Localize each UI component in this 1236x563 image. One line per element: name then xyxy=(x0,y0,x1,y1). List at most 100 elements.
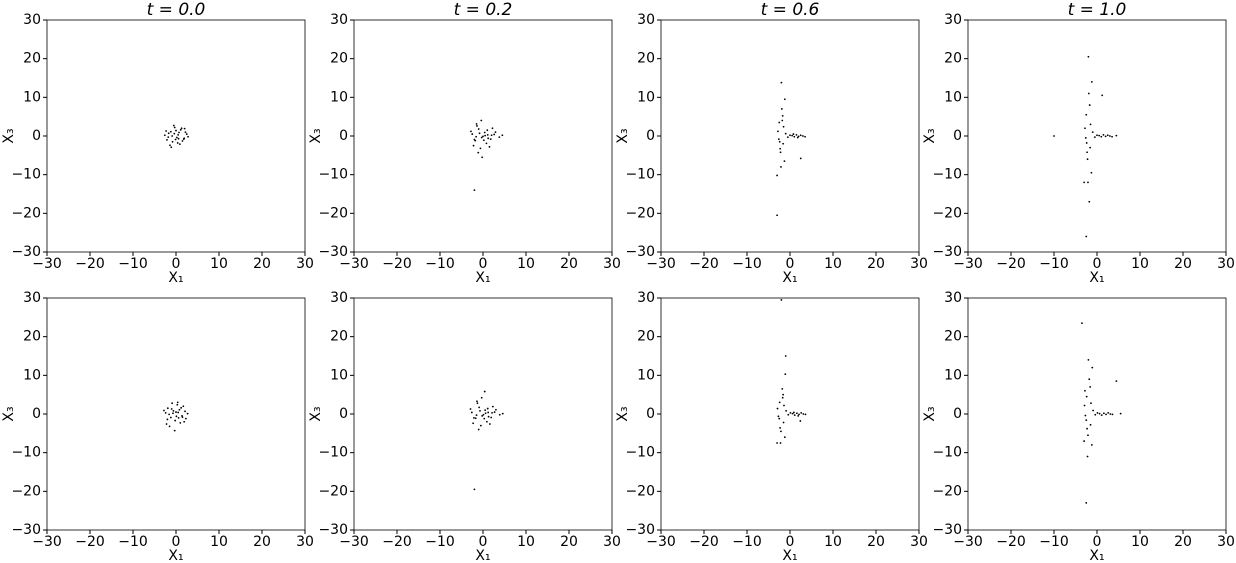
y-tick-label: −30 xyxy=(11,244,41,260)
x-tick-label: −20 xyxy=(75,256,105,272)
point xyxy=(481,415,484,417)
y-tick-label: −20 xyxy=(625,205,655,221)
point xyxy=(784,132,787,135)
point xyxy=(799,134,802,137)
point xyxy=(470,130,472,133)
point xyxy=(1115,134,1118,137)
point xyxy=(493,133,496,136)
point xyxy=(184,131,187,134)
point xyxy=(489,138,492,140)
point xyxy=(1088,378,1091,381)
point xyxy=(180,406,183,409)
y-tick-label: 10 xyxy=(637,367,655,383)
point xyxy=(789,134,791,137)
x-tick-label: −20 xyxy=(689,256,719,272)
point xyxy=(177,133,180,136)
y-tick-label: −30 xyxy=(932,244,962,260)
point xyxy=(1083,440,1085,442)
point xyxy=(475,123,478,125)
point xyxy=(1104,135,1107,138)
y-tick-label: 30 xyxy=(637,290,655,306)
point xyxy=(778,140,781,143)
x-tick-label: −10 xyxy=(732,256,762,272)
point xyxy=(491,411,493,414)
point xyxy=(480,396,483,399)
point xyxy=(177,416,180,419)
point xyxy=(1087,181,1089,184)
point xyxy=(493,411,496,413)
point xyxy=(1100,135,1103,138)
point xyxy=(494,131,497,134)
point xyxy=(472,144,475,147)
x-axis-label: X₁ xyxy=(1089,548,1104,563)
x-tick-label: 30 xyxy=(1217,534,1235,550)
point xyxy=(474,417,477,420)
point xyxy=(799,157,802,160)
point xyxy=(1083,404,1086,407)
point xyxy=(168,425,171,428)
point xyxy=(787,413,790,416)
point xyxy=(176,401,179,404)
y-tick-label: −10 xyxy=(932,445,962,461)
y-axis-label: X₃ xyxy=(615,128,631,143)
point xyxy=(475,135,478,138)
point xyxy=(163,409,165,412)
point xyxy=(184,417,187,420)
point xyxy=(173,126,176,129)
point xyxy=(1085,419,1088,422)
point xyxy=(495,408,497,411)
x-axis-label: X₁ xyxy=(475,270,490,286)
point xyxy=(484,412,487,415)
x-tick-label: −30 xyxy=(953,256,983,272)
point xyxy=(175,136,178,139)
x-tick-label: 10 xyxy=(824,534,842,550)
point xyxy=(473,416,475,419)
point xyxy=(776,442,778,444)
x-tick-label: −10 xyxy=(1039,534,1069,550)
point xyxy=(1093,136,1096,139)
point xyxy=(781,114,784,117)
point xyxy=(475,414,478,417)
point xyxy=(1085,113,1088,116)
point xyxy=(782,125,785,128)
point xyxy=(477,151,480,154)
point xyxy=(179,128,182,131)
point xyxy=(796,136,799,139)
y-tick-label: 20 xyxy=(944,329,962,345)
point xyxy=(785,410,788,412)
point xyxy=(166,138,168,141)
point xyxy=(488,423,491,425)
point xyxy=(166,407,169,410)
point xyxy=(800,411,803,414)
point xyxy=(1096,134,1098,137)
x-tick-label: 20 xyxy=(560,256,578,272)
x-tick-label: −30 xyxy=(32,534,62,550)
point xyxy=(783,436,786,439)
x-tick-label: 20 xyxy=(1174,256,1192,272)
point xyxy=(176,403,179,406)
point xyxy=(780,299,783,301)
point xyxy=(477,428,480,431)
point xyxy=(1085,395,1088,398)
x-tick-label: −30 xyxy=(646,534,676,550)
point xyxy=(1098,412,1101,415)
point xyxy=(480,119,483,122)
y-tick-label: −20 xyxy=(932,205,962,221)
point xyxy=(1115,380,1118,383)
x-tick-label: −30 xyxy=(646,256,676,272)
point xyxy=(797,415,800,417)
y-tick-label: 20 xyxy=(944,51,962,67)
y-tick-label: 20 xyxy=(330,51,348,67)
point xyxy=(167,132,170,135)
point xyxy=(472,422,475,425)
y-tick-label: 20 xyxy=(23,329,41,345)
point xyxy=(779,151,782,154)
y-tick-label: −20 xyxy=(318,205,348,221)
point xyxy=(181,140,184,142)
y-tick-label: −20 xyxy=(932,483,962,499)
point xyxy=(776,407,779,410)
point xyxy=(169,416,172,419)
point xyxy=(479,147,482,150)
point xyxy=(793,135,796,138)
point xyxy=(177,137,180,140)
